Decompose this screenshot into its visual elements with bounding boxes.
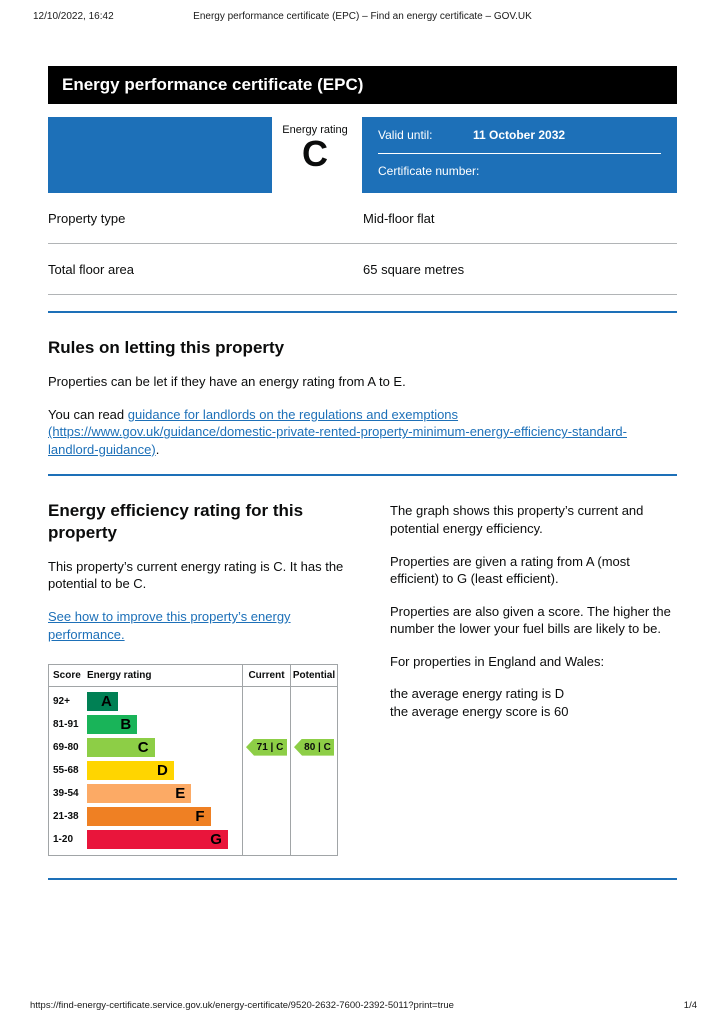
table-row: Total floor area 65 square metres bbox=[48, 244, 677, 295]
average-rating-line: the average energy rating is D bbox=[390, 686, 565, 702]
certificate-summary-box: Energy rating C Valid until: 11 October … bbox=[48, 117, 677, 193]
epc-band-row: 1-20 G bbox=[49, 828, 242, 851]
landlord-guidance-link[interactable]: guidance for landlords on the regulation… bbox=[48, 406, 627, 457]
epc-chart-header: Score Energy rating Current Potential bbox=[49, 664, 337, 687]
band-bar-e: E bbox=[87, 783, 192, 803]
print-footer: https://find-energy-certificate.service.… bbox=[30, 1000, 697, 1011]
band-score: 69-80 bbox=[53, 741, 79, 753]
explanation-paragraph: Properties are also given a score. The h… bbox=[390, 603, 671, 637]
band-score: 39-54 bbox=[53, 787, 79, 799]
epc-potential-column: 80 | C bbox=[290, 686, 337, 855]
epc-chart: Score Energy rating Current Potential 92… bbox=[48, 663, 338, 856]
explanation-paragraph: Properties are given a rating from A (mo… bbox=[390, 553, 630, 587]
rules-heading: Rules on letting this property bbox=[48, 338, 285, 357]
chart-header-rating: Energy rating bbox=[87, 669, 152, 681]
section-divider bbox=[48, 877, 677, 880]
rating-paragraph: This property’s current energy rating is… bbox=[48, 558, 344, 592]
guidance-text-suffix: . bbox=[155, 441, 160, 457]
epc-band-rows: 92+ A 81-91 B 69-80 C 55-68 D 39-54 E 21-38 F 1-20 G bbox=[49, 687, 242, 855]
improve-performance-link[interactable]: See how to improve this property’s energ… bbox=[48, 609, 291, 642]
table-row: Property type Mid-floor flat bbox=[48, 193, 677, 244]
valid-until-row: Valid until: 11 October 2032 bbox=[378, 128, 661, 154]
valid-until-value: 11 October 2032 bbox=[473, 128, 566, 142]
floor-area-label: Total floor area bbox=[48, 261, 134, 277]
current-rating-arrow: 71 | C bbox=[246, 738, 287, 756]
valid-until-label: Valid until: bbox=[378, 128, 433, 142]
band-bar-g: G bbox=[87, 829, 228, 849]
rating-heading: Energy efficiency rating for this proper… bbox=[48, 501, 304, 542]
section-divider bbox=[48, 474, 677, 477]
rating-column: Energy efficiency rating for this proper… bbox=[48, 476, 353, 856]
floor-area-value: 65 square metres bbox=[363, 261, 465, 277]
epc-band-row: 39-54 E bbox=[49, 782, 242, 805]
band-bar-b: B bbox=[87, 714, 138, 734]
band-score: 81-91 bbox=[53, 718, 79, 730]
property-type-label: Property type bbox=[48, 210, 126, 226]
band-bar-d: D bbox=[87, 760, 174, 780]
epc-band-row: 92+ A bbox=[49, 690, 242, 713]
footer-url: https://find-energy-certificate.service.… bbox=[30, 1000, 454, 1011]
print-header: 12/10/2022, 16:42 Energy performance cer… bbox=[0, 11, 725, 22]
band-score: 55-68 bbox=[53, 764, 79, 776]
epc-current-column: 71 | C bbox=[242, 686, 290, 855]
certificate-number-row: Certificate number: bbox=[378, 154, 661, 178]
explanation-paragraph: For properties in England and Wales: bbox=[390, 653, 605, 669]
energy-rating-cell: Energy rating C bbox=[272, 117, 362, 193]
energy-rating-label: Energy rating bbox=[282, 124, 348, 136]
epc-band-row: 69-80 C bbox=[49, 736, 242, 759]
band-score: 1-20 bbox=[53, 833, 74, 845]
band-bar-c: C bbox=[87, 737, 155, 757]
energy-rating-value: C bbox=[302, 133, 328, 174]
rules-guidance-paragraph: You can read guidance for landlords on t… bbox=[48, 406, 677, 459]
rating-section: Energy efficiency rating for this proper… bbox=[48, 476, 677, 856]
rules-paragraph: Properties can be let if they have an en… bbox=[48, 374, 406, 390]
explanation-column: The graph shows this property’s current … bbox=[390, 476, 677, 855]
property-address-area bbox=[48, 117, 272, 193]
footer-page-indicator: 1/4 bbox=[683, 1000, 697, 1011]
average-values-paragraph: the average energy rating is D the avera… bbox=[390, 685, 677, 720]
explanation-paragraph: The graph shows this property’s current … bbox=[390, 503, 644, 536]
print-page-title: Energy performance certificate (EPC) – F… bbox=[193, 11, 532, 22]
chart-header-current: Current bbox=[242, 664, 290, 686]
band-bar-f: F bbox=[87, 806, 211, 826]
certificate-validity: Valid until: 11 October 2032 Certificate… bbox=[362, 117, 677, 193]
potential-rating-arrow: 80 | C bbox=[294, 738, 334, 756]
print-timestamp: 12/10/2022, 16:42 bbox=[33, 11, 114, 22]
chart-header-potential: Potential bbox=[290, 664, 337, 686]
certificate-page: Energy performance certificate (EPC) Ene… bbox=[48, 66, 677, 880]
epc-band-row: 55-68 D bbox=[49, 759, 242, 782]
epc-chart-body: 92+ A 81-91 B 69-80 C 55-68 D 39-54 E 21-38 F 1-20 G … bbox=[49, 686, 337, 855]
guidance-text-prefix: You can read bbox=[48, 406, 128, 422]
band-bar-a: A bbox=[87, 691, 118, 711]
epc-band-row: 81-91 B bbox=[49, 713, 242, 736]
band-score: 21-38 bbox=[53, 810, 79, 822]
epc-band-row: 21-38 F bbox=[49, 805, 242, 828]
section-divider bbox=[48, 311, 677, 313]
band-score: 92+ bbox=[53, 695, 70, 707]
average-score-line: the average energy score is 60 bbox=[390, 703, 569, 719]
certificate-banner: Energy performance certificate (EPC) bbox=[48, 66, 677, 104]
chart-header-score: Score bbox=[53, 669, 81, 681]
property-type-value: Mid-floor flat bbox=[363, 210, 435, 226]
certificate-number-label: Certificate number: bbox=[378, 164, 480, 178]
column-gap bbox=[353, 476, 390, 855]
